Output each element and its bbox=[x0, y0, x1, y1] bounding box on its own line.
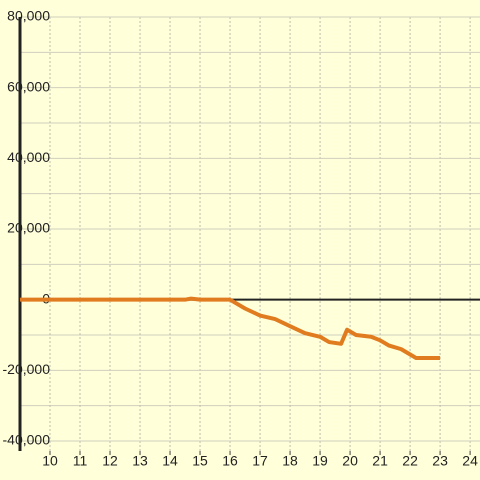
y-tick-label: 20,000 bbox=[7, 220, 50, 236]
y-tick-label: -20,000 bbox=[3, 361, 51, 377]
y-tick-label: -40,000 bbox=[3, 432, 51, 448]
x-tick-label: 15 bbox=[192, 453, 208, 469]
x-tick-label: 22 bbox=[402, 453, 418, 469]
line-series bbox=[20, 296, 441, 360]
x-tick-label: 10 bbox=[42, 453, 58, 469]
x-tick-label: 14 bbox=[162, 453, 178, 469]
x-tick-label: 19 bbox=[312, 453, 328, 469]
x-tick-label: 12 bbox=[102, 453, 118, 469]
y-tick-label: 40,000 bbox=[7, 149, 50, 165]
y-tick-label: 80,000 bbox=[7, 8, 50, 24]
x-tick-label: 18 bbox=[282, 453, 298, 469]
x-tick-label: 16 bbox=[222, 453, 238, 469]
x-tick-label: 21 bbox=[372, 453, 388, 469]
x-tick-label: 23 bbox=[432, 453, 448, 469]
x-tick-label: 11 bbox=[73, 453, 88, 469]
x-tick-label: 20 bbox=[342, 453, 358, 469]
x-tick-label: 24 bbox=[462, 453, 478, 469]
x-tick-label: 17 bbox=[252, 453, 268, 469]
y-tick-label: 60,000 bbox=[7, 78, 50, 94]
x-tick-label: 13 bbox=[132, 453, 148, 469]
